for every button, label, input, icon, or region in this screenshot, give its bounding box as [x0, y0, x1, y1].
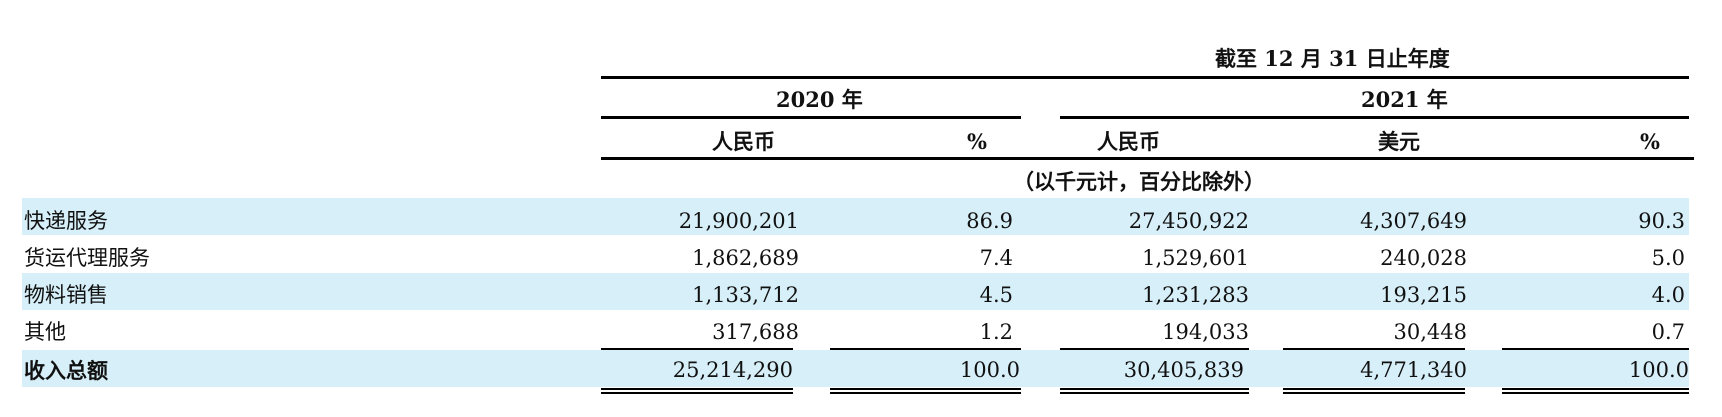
- year-2021-heading: 2021 年: [1361, 87, 1448, 112]
- rmb-2021-value: 194,033: [1162, 320, 1249, 344]
- rmb-2021-value: 27,450,922: [1128, 209, 1249, 233]
- pct-2020-value: 1.2: [979, 320, 1013, 344]
- col-usd-2021: 美元: [1378, 129, 1420, 154]
- row-band-1: [22, 198, 1689, 235]
- rmb-2020-value: 1,133,712: [692, 283, 799, 307]
- total-double-rule-5b: [1502, 392, 1689, 394]
- year-2020-rule: [601, 116, 1021, 119]
- total-usd-2021: 4,771,340: [1360, 358, 1467, 382]
- unit-note: （以千元计，百分比除外）: [1013, 169, 1265, 194]
- total-label: 收入总额: [24, 358, 108, 383]
- row-band-3: [22, 273, 1689, 310]
- total-rmb-2020: 25,214,290: [672, 358, 793, 382]
- subtotal-rule-pct-2020: [830, 348, 1021, 350]
- total-rmb-2021: 30,405,839: [1123, 358, 1244, 382]
- year-2020-heading: 2020 年: [776, 87, 863, 112]
- col-pct-2021: %: [1640, 129, 1660, 154]
- pct-2020-value: 7.4: [979, 246, 1013, 270]
- total-double-rule-4a: [1283, 388, 1465, 390]
- row-label: 快递服务: [24, 209, 108, 233]
- total-band: [22, 350, 1689, 387]
- subtotal-rule-rmb-2021: [1060, 348, 1249, 350]
- row-label: 货运代理服务: [24, 246, 150, 270]
- year-2021-rule: [1060, 116, 1689, 119]
- pct-2020-value: 86.9: [966, 209, 1013, 233]
- pct-2021-value: 90.3: [1638, 209, 1685, 233]
- total-double-rule-2b: [830, 392, 1021, 394]
- col-rmb-2021: 人民币: [1097, 129, 1160, 154]
- col-pct-2020: %: [967, 129, 987, 154]
- total-double-rule-5a: [1502, 388, 1689, 390]
- total-pct-2021: 100.0: [1628, 358, 1689, 382]
- rmb-2021-value: 1,529,601: [1142, 246, 1249, 270]
- pct-2021-value: 0.7: [1651, 320, 1685, 344]
- row-label: 物料销售: [24, 283, 108, 307]
- total-double-rule-1b: [601, 392, 793, 394]
- total-double-rule-2a: [830, 388, 1021, 390]
- total-double-rule-3b: [1060, 392, 1249, 394]
- total-double-rule-4b: [1283, 392, 1465, 394]
- total-double-rule-3a: [1060, 388, 1249, 390]
- row-label: 其他: [24, 320, 66, 344]
- subtotal-rule-pct-2021: [1502, 348, 1689, 350]
- subtotal-rule-rmb-2020: [601, 348, 793, 350]
- pct-2021-value: 5.0: [1651, 246, 1685, 270]
- usd-2021-value: 193,215: [1380, 283, 1467, 307]
- rmb-2020-value: 1,862,689: [692, 246, 799, 270]
- rmb-2020-value: 317,688: [712, 320, 799, 344]
- subtotal-rule-usd-2021: [1283, 348, 1465, 350]
- total-pct-2020: 100.0: [959, 358, 1020, 382]
- pct-2021-value: 4.0: [1651, 283, 1685, 307]
- usd-2021-value: 4,307,649: [1360, 209, 1467, 233]
- pct-2020-value: 4.5: [979, 283, 1013, 307]
- rmb-2021-value: 1,231,283: [1142, 283, 1249, 307]
- period-rule: [601, 76, 1689, 79]
- period-heading: 截至 12 月 31 日止年度: [1215, 46, 1450, 71]
- col-rmb-2020: 人民币: [712, 129, 775, 154]
- usd-2021-value: 240,028: [1380, 246, 1467, 270]
- column-header-rule: [601, 157, 1694, 160]
- usd-2021-value: 30,448: [1393, 320, 1467, 344]
- rmb-2020-value: 21,900,201: [678, 209, 799, 233]
- total-double-rule-1a: [601, 388, 793, 390]
